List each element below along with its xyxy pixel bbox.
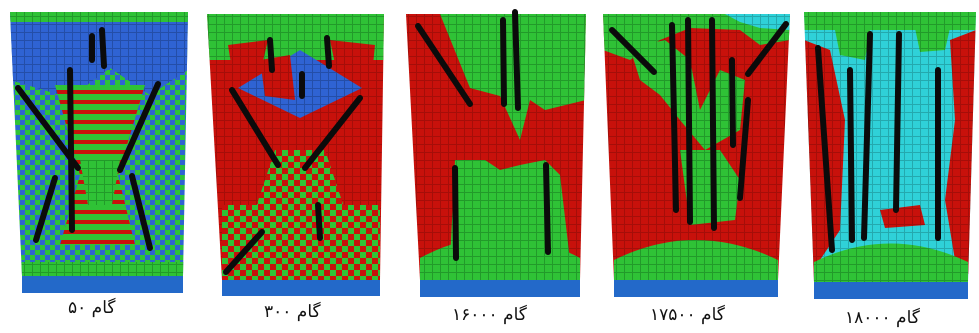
caption-step-50: گام ۵۰ bbox=[68, 298, 116, 318]
caption-step-17500: گام ۱۷۵۰۰ bbox=[650, 305, 725, 325]
caption-step-300: گام ۳۰۰ bbox=[264, 302, 321, 322]
caption-step-16000: گام ۱۶۰۰۰ bbox=[452, 305, 527, 325]
caption-step-18000: گام ۱۸۰۰۰ bbox=[845, 308, 920, 328]
